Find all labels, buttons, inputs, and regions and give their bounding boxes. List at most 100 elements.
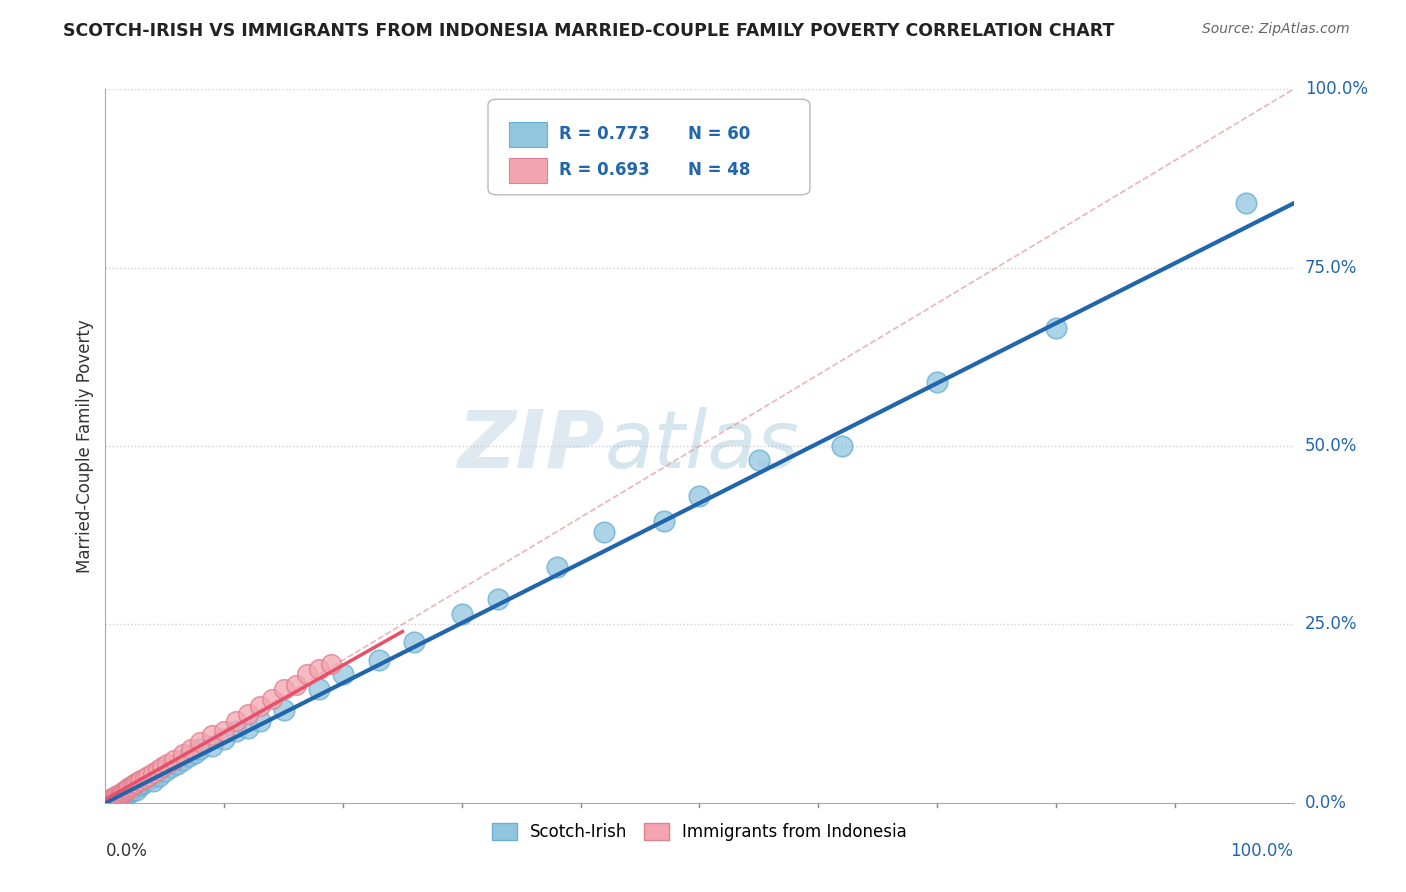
Text: SCOTCH-IRISH VS IMMIGRANTS FROM INDONESIA MARRIED-COUPLE FAMILY POVERTY CORRELAT: SCOTCH-IRISH VS IMMIGRANTS FROM INDONESI…: [63, 22, 1115, 40]
Point: [367, 653, 389, 667]
Point: [128, 774, 150, 789]
Point: [110, 787, 132, 801]
Point: [98, 793, 121, 807]
Point: [166, 756, 188, 771]
Point: [118, 780, 141, 794]
Point: [101, 792, 124, 806]
Point: [132, 776, 155, 790]
Point: [121, 783, 143, 797]
Text: N = 60: N = 60: [688, 125, 749, 143]
Point: [105, 789, 128, 804]
Point: [201, 739, 224, 753]
Point: [689, 489, 711, 503]
Point: [225, 714, 247, 728]
Point: [249, 699, 271, 714]
Point: [121, 779, 143, 793]
Point: [156, 756, 179, 771]
Point: [332, 667, 354, 681]
Point: [98, 794, 121, 808]
Point: [183, 746, 205, 760]
Point: [1234, 196, 1257, 211]
Point: [114, 784, 136, 798]
Point: [214, 731, 236, 746]
Point: [105, 790, 128, 805]
Point: [136, 772, 159, 787]
Point: [190, 735, 212, 749]
Point: [142, 774, 165, 789]
Point: [129, 778, 152, 792]
Point: [308, 662, 330, 676]
Text: Source: ZipAtlas.com: Source: ZipAtlas.com: [1202, 22, 1350, 37]
Text: R = 0.693: R = 0.693: [560, 161, 650, 178]
Point: [134, 771, 156, 785]
Text: N = 48: N = 48: [688, 161, 749, 178]
Point: [115, 785, 138, 799]
Point: [117, 784, 139, 798]
Point: [124, 780, 146, 794]
Point: [121, 781, 143, 796]
Point: [108, 790, 131, 805]
Point: [152, 760, 174, 774]
Point: [105, 790, 128, 805]
Point: [117, 781, 139, 796]
Point: [110, 789, 132, 803]
Point: [172, 747, 194, 762]
Point: [190, 742, 212, 756]
Text: 75.0%: 75.0%: [1305, 259, 1357, 277]
Point: [100, 793, 122, 807]
Point: [104, 790, 127, 805]
Point: [100, 791, 122, 805]
Point: [114, 783, 136, 797]
Text: ZIP: ZIP: [457, 407, 605, 485]
Point: [831, 439, 853, 453]
Point: [105, 791, 128, 805]
Point: [112, 787, 135, 801]
Point: [321, 657, 343, 671]
Point: [163, 753, 186, 767]
Point: [115, 782, 138, 797]
Point: [122, 777, 145, 791]
Point: [111, 789, 134, 803]
Point: [139, 771, 162, 785]
Y-axis label: Married-Couple Family Poverty: Married-Couple Family Poverty: [76, 319, 94, 573]
Text: R = 0.773: R = 0.773: [560, 125, 650, 143]
Point: [114, 787, 136, 801]
Point: [104, 790, 127, 805]
Point: [108, 787, 131, 801]
Point: [404, 635, 426, 649]
Point: [180, 742, 202, 756]
Point: [98, 794, 121, 808]
Point: [136, 769, 159, 783]
Point: [111, 786, 134, 800]
Point: [273, 703, 295, 717]
Text: 50.0%: 50.0%: [1305, 437, 1357, 455]
Point: [97, 794, 120, 808]
Point: [593, 524, 616, 539]
Point: [107, 789, 129, 803]
Point: [249, 714, 271, 728]
Point: [925, 375, 948, 389]
Point: [114, 786, 136, 800]
Point: [103, 792, 125, 806]
Text: 0.0%: 0.0%: [1305, 794, 1347, 812]
Point: [125, 776, 148, 790]
Point: [236, 706, 259, 721]
Text: 100.0%: 100.0%: [1230, 842, 1294, 860]
Point: [143, 767, 166, 781]
Point: [105, 788, 128, 802]
Point: [308, 681, 330, 696]
Point: [172, 753, 194, 767]
Point: [450, 607, 472, 621]
Point: [112, 790, 135, 805]
Point: [153, 764, 176, 778]
Point: [201, 728, 224, 742]
FancyBboxPatch shape: [509, 122, 547, 147]
Point: [148, 769, 170, 783]
Point: [652, 514, 675, 528]
Point: [214, 724, 236, 739]
Point: [177, 749, 200, 764]
Point: [118, 786, 141, 800]
Point: [159, 760, 181, 774]
Point: [103, 790, 125, 805]
Point: [127, 778, 149, 792]
